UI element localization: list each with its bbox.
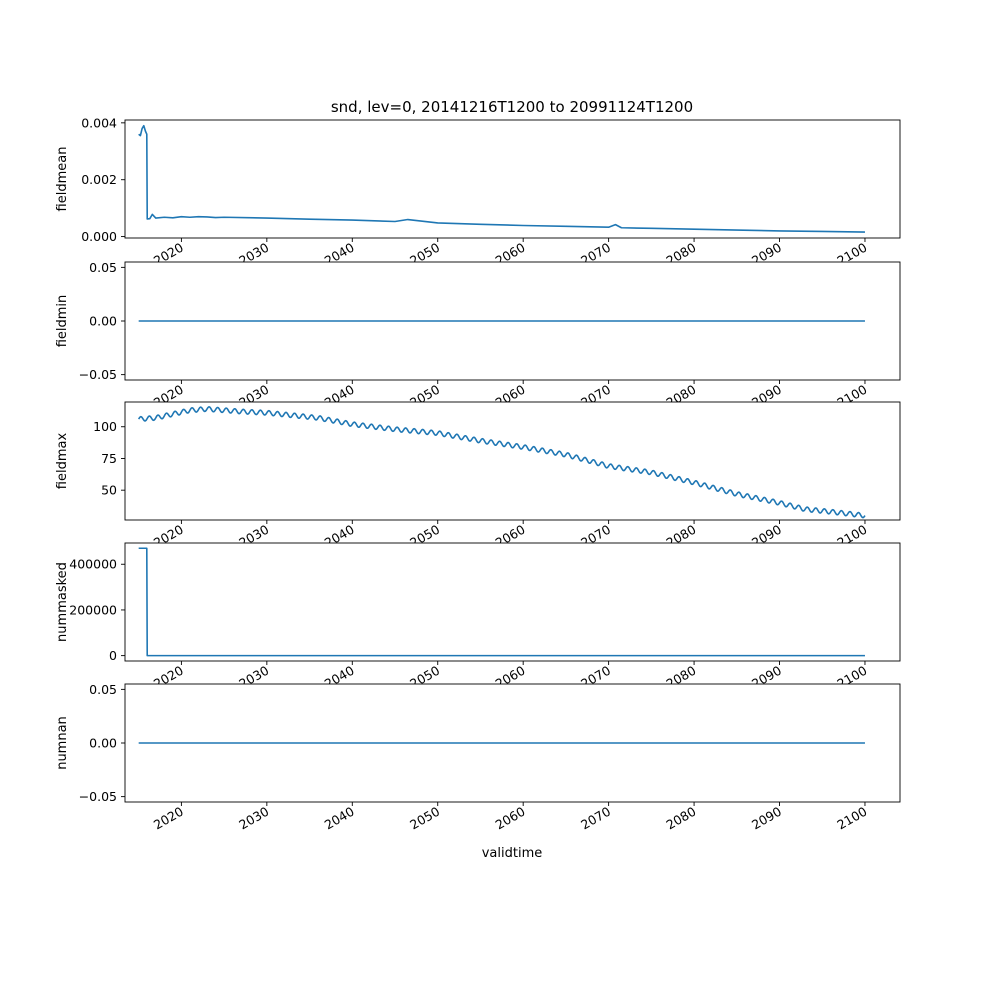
x-tick-label: 2100	[834, 804, 869, 833]
y-tick-label: 0.000	[81, 229, 117, 244]
y-axis-label: fieldmean	[55, 147, 70, 212]
y-tick-label: 75	[101, 451, 117, 466]
y-tick-label: 400000	[69, 557, 117, 572]
series-line-fieldmax	[137, 406, 866, 519]
axes-frame	[124, 542, 901, 662]
y-axis-label: nummasked	[55, 562, 70, 642]
axes-frame	[124, 119, 901, 239]
x-tick-label: 2050	[407, 804, 442, 833]
y-tick-label: 0.004	[81, 115, 117, 130]
y-tick-label: 0.05	[89, 682, 117, 697]
y-tick-label: 0	[109, 648, 117, 663]
x-tick-label: 2060	[493, 804, 528, 833]
y-tick-label: 0.05	[89, 260, 117, 275]
y-axis-label: fieldmin	[55, 295, 70, 348]
subplot-numnan: −0.05 0.00 0.05 numnan 2020 2030 2040 2050 2060 2…	[55, 682, 901, 833]
chart-title: snd, lev=0, 20141216T1200 to 20991124T12…	[331, 98, 693, 116]
y-tick-label: 200000	[69, 602, 117, 617]
x-tick-label: 2040	[322, 804, 357, 833]
x-tick-label: 2070	[578, 804, 613, 833]
y-tick-label: 0.00	[89, 314, 117, 329]
x-tick-label: 2020	[151, 804, 186, 833]
series-line-nummasked	[138, 547, 865, 657]
x-tick-label: 2080	[664, 804, 699, 833]
series-line-fieldmean	[138, 124, 865, 233]
x-axis-label: validtime	[482, 846, 543, 861]
y-tick-label: 100	[93, 419, 117, 434]
y-tick-label: 50	[101, 483, 117, 498]
axes-frame	[124, 401, 901, 521]
y-tick-label: −0.05	[79, 789, 117, 804]
y-axis-label: fieldmax	[55, 433, 70, 490]
y-axis-label: numnan	[55, 716, 70, 770]
y-tick-label: −0.05	[79, 367, 117, 382]
y-tick-label: 0.002	[81, 172, 117, 187]
axes-background	[125, 543, 900, 661]
y-tick-label: 0.00	[89, 736, 117, 751]
x-tick-label: 2090	[749, 804, 784, 833]
x-tick-label: 2030	[236, 804, 271, 833]
